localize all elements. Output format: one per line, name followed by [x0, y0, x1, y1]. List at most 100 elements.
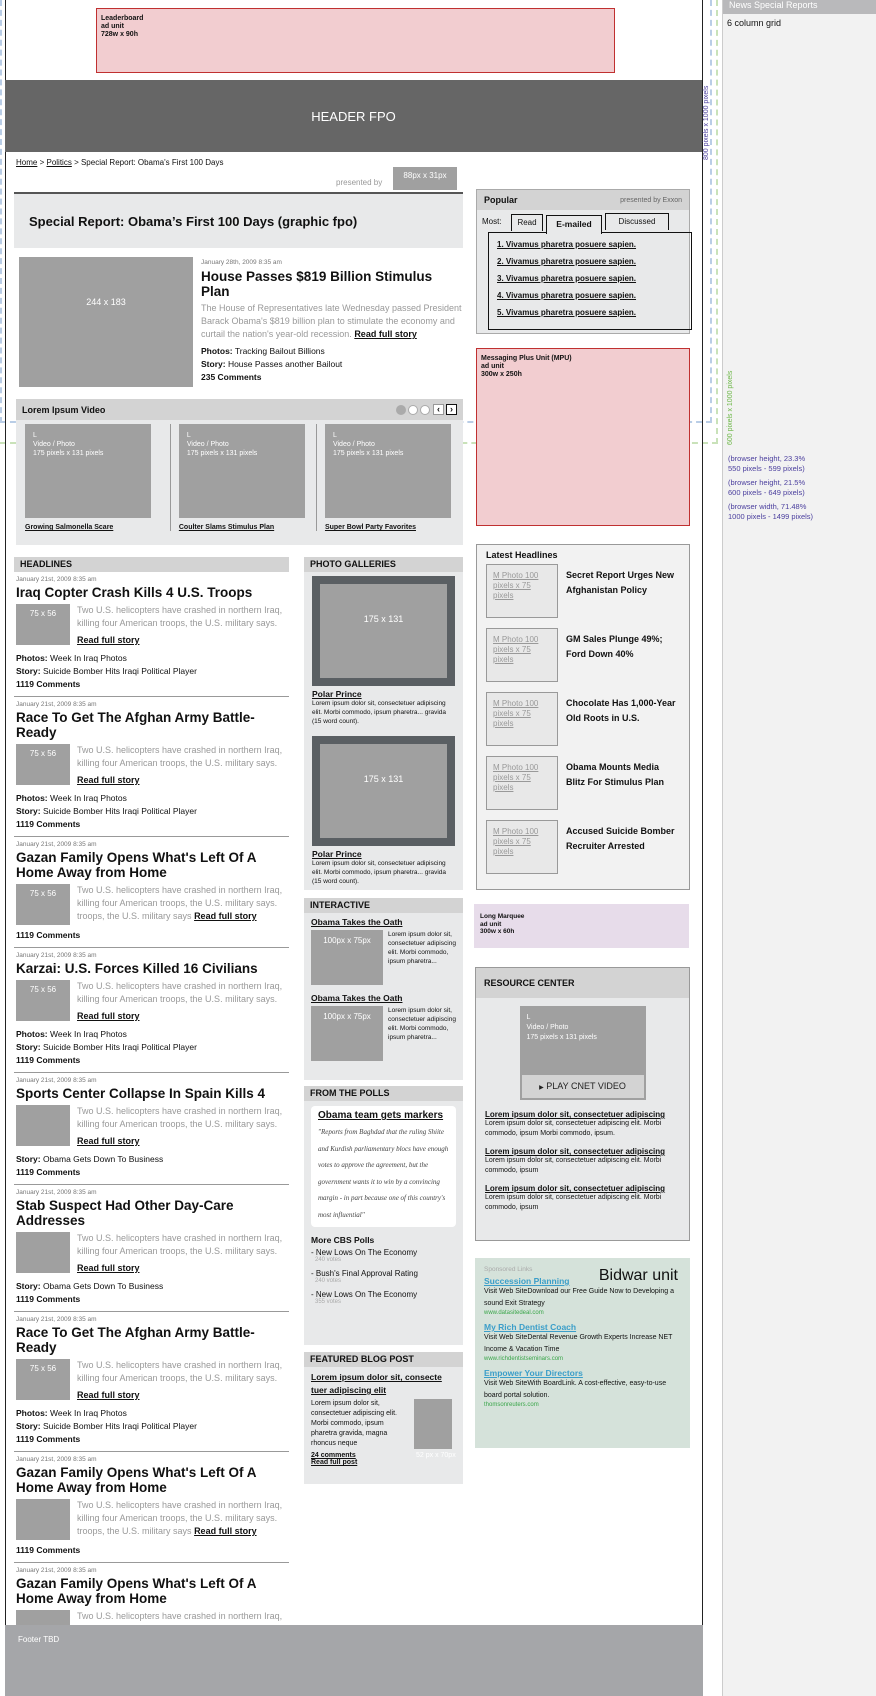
feature-photos-link[interactable]: Tracking Bailout Billions [234, 346, 325, 356]
article-thumb[interactable] [16, 1499, 70, 1540]
video-thumb[interactable]: L Video / Photo 175 pixels x 131 pixels [25, 424, 151, 518]
feature-story-link[interactable]: House Passes another Bailout [227, 359, 343, 369]
breadcrumb-home[interactable]: Home [16, 158, 38, 167]
interactive-image[interactable]: 100px x 75px [311, 1006, 383, 1061]
latest-item[interactable]: M Photo 100 pixels x 75 pixels Obama Mou… [477, 756, 689, 820]
interactive-title[interactable]: Obama Takes the Oath [311, 993, 403, 1003]
article-title[interactable]: Gazan Family Opens What's Left Of A Home… [16, 1576, 256, 1606]
interactive-image[interactable]: 100px x 75px [311, 930, 383, 985]
article-thumb[interactable]: 75 x 56 [16, 884, 70, 925]
feature-image[interactable]: 244 x 183 [19, 257, 193, 387]
article-thumb[interactable]: 75 x 56 [16, 980, 70, 1021]
gallery-image[interactable]: 175 x 131 [312, 736, 455, 846]
popular-item[interactable]: 5. Vivamus pharetra posuere sapien. [497, 308, 637, 317]
blog-image[interactable] [414, 1399, 452, 1449]
sponsored-title[interactable]: Succession Planning [484, 1276, 570, 1286]
feature-read-link[interactable]: Read full story [354, 329, 417, 339]
poll-item[interactable]: - New Lows On The Economy 355 votes [311, 1290, 418, 1305]
story-link[interactable]: Suicide Bomber Hits Iraqi Political Play… [42, 1421, 197, 1431]
video-caption[interactable]: Coulter Slams Stimulus Plan [178, 524, 275, 531]
page-dot-2[interactable] [408, 404, 418, 415]
resource-video[interactable]: L Video / Photo 175 pixels x 131 pixels ▶ … [519, 1006, 646, 1100]
mpu-ad[interactable]: Messaging Plus Unit (MPU) ad unit 300w x 2… [476, 348, 690, 526]
photos-link[interactable]: Week In Iraq Photos [50, 653, 127, 663]
tab-read[interactable]: Read [511, 214, 543, 231]
latest-title[interactable]: Obama Mounts Media Blitz For Stimulus Pl… [566, 762, 665, 787]
article-title[interactable]: Gazan Family Opens What's Left Of A Home… [16, 1465, 256, 1495]
latest-item[interactable]: M Photo 100 pixels x 75 pixels Chocolate… [477, 692, 689, 756]
comments-link[interactable]: 1119 Comments [16, 930, 81, 940]
resource-link[interactable]: Lorem ipsum dolor sit, consectetuer adip… [485, 1110, 666, 1119]
article-title[interactable]: Sports Center Collapse In Spain Kills 4 [16, 1086, 266, 1101]
latest-item[interactable]: M Photo 100 pixels x 75 pixels Secret Re… [477, 564, 689, 628]
latest-title[interactable]: Secret Report Urges New Afghanistan Poli… [566, 570, 675, 595]
video-thumb[interactable]: L Video / Photo 175 pixels x 131 pixels [178, 424, 305, 518]
popular-item[interactable]: 3. Vivamus pharetra posuere sapien. [497, 274, 637, 283]
popular-item[interactable]: 1. Vivamus pharetra posuere sapien. [497, 240, 637, 249]
chevron-left-icon[interactable]: ‹ [433, 404, 444, 415]
article-title[interactable]: Karzai: U.S. Forces Killed 16 Civilians [16, 961, 258, 976]
latest-photo[interactable]: M Photo 100 pixels x 75 pixels [486, 564, 558, 618]
interactive-title[interactable]: Obama Takes the Oath [311, 917, 403, 927]
poll-card-title[interactable]: Obama team gets markers [318, 1110, 444, 1121]
comments-link[interactable]: 1119 Comments [16, 1055, 81, 1065]
story-link[interactable]: Suicide Bomber Hits Iraqi Political Play… [42, 666, 197, 676]
latest-photo[interactable]: M Photo 100 pixels x 75 pixels [486, 756, 558, 810]
gallery-title[interactable]: Polar Prince [312, 689, 362, 699]
chevron-right-icon[interactable]: › [446, 404, 457, 415]
article-thumb[interactable] [16, 1105, 70, 1146]
article-thumb[interactable] [16, 1232, 70, 1273]
latest-photo[interactable]: M Photo 100 pixels x 75 pixels [486, 628, 558, 682]
feature-comments[interactable]: 235 Comments [201, 372, 262, 382]
video-caption[interactable]: Super Bowl Party Favorites [324, 524, 416, 531]
sponsored-title[interactable]: Empower Your Directors [484, 1368, 583, 1378]
story-link[interactable]: Obama Gets Down To Business [42, 1154, 164, 1164]
article-title[interactable]: Iraq Copter Crash Kills 4 U.S. Troops [16, 585, 253, 600]
video-item[interactable]: L Video / Photo 175 pixels x 131 pixels Su… [317, 424, 463, 531]
gallery-image[interactable]: 175 x 131 [312, 576, 455, 686]
latest-item[interactable]: M Photo 100 pixels x 75 pixels GM Sales … [477, 628, 689, 692]
article-title[interactable]: Stab Suspect Had Other Day-Care Addresse… [16, 1198, 234, 1228]
video-item[interactable]: L Video / Photo 175 pixels x 131 pixels Co… [171, 424, 317, 531]
read-full-story-link[interactable]: Read full story [77, 1390, 140, 1400]
blog-post-title[interactable]: Lorem ipsum dolor sit, consecte tuer adi… [311, 1372, 442, 1395]
photos-link[interactable]: Week In Iraq Photos [50, 1029, 127, 1039]
article-title[interactable]: Gazan Family Opens What's Left Of A Home… [16, 850, 256, 880]
story-link[interactable]: Obama Gets Down To Business [42, 1281, 164, 1291]
comments-link[interactable]: 1119 Comments [16, 1545, 81, 1555]
comments-link[interactable]: 1119 Comments [16, 1294, 81, 1304]
gallery-title[interactable]: Polar Prince [312, 849, 362, 859]
story-link[interactable]: Suicide Bomber Hits Iraqi Political Play… [42, 1042, 197, 1052]
play-video-button[interactable]: ▶ PLAY CNET VIDEO [521, 1075, 644, 1098]
leaderboard-ad[interactable]: Leaderboard ad unit 728w x 90h [96, 8, 615, 73]
read-full-story-link[interactable]: Read full story [77, 635, 140, 645]
resource-link[interactable]: Lorem ipsum dolor sit, consectetuer adip… [485, 1184, 666, 1193]
poll-item[interactable]: - New Lows On The Economy 240 votes [311, 1248, 418, 1263]
blog-read-link[interactable]: Read full post [311, 1459, 358, 1466]
page-dot-3[interactable] [420, 404, 430, 415]
page-dot-1[interactable] [396, 404, 406, 415]
popular-item[interactable]: 2. Vivamus pharetra posuere sapien. [497, 257, 637, 266]
read-full-story-link[interactable]: Read full story [77, 775, 140, 785]
popular-item[interactable]: 4. Vivamus pharetra posuere sapien. [497, 291, 637, 300]
latest-photo[interactable]: M Photo 100 pixels x 75 pixels [486, 692, 558, 746]
video-thumb[interactable]: L Video / Photo 175 pixels x 131 pixels [324, 424, 451, 518]
tab-discussed[interactable]: Discussed [605, 213, 669, 230]
photos-link[interactable]: Week In Iraq Photos [50, 1408, 127, 1418]
video-item[interactable]: L Video / Photo 175 pixels x 131 pixels Gr… [25, 424, 171, 531]
video-caption[interactable]: Growing Salmonella Scare [25, 524, 114, 531]
poll-item[interactable]: - Bush's Final Approval Rating 240 votes [311, 1269, 418, 1284]
feature-title[interactable]: House Passes $819 Billion Stimulus Plan [201, 269, 433, 299]
sponsor-logo[interactable]: 88px x 31px [393, 167, 457, 190]
latest-title[interactable]: Accused Suicide Bomber Recruiter Arreste… [566, 826, 675, 851]
read-full-story-link[interactable]: Read full story [194, 911, 257, 921]
read-full-story-link[interactable]: Read full story [77, 1011, 140, 1021]
comments-link[interactable]: 1119 Comments [16, 1434, 81, 1444]
photos-link[interactable]: Week In Iraq Photos [50, 793, 127, 803]
article-title[interactable]: Race To Get The Afghan Army Battle-Ready [16, 1325, 255, 1355]
latest-title[interactable]: GM Sales Plunge 49%; Ford Down 40% [566, 634, 663, 659]
story-link[interactable]: Suicide Bomber Hits Iraqi Political Play… [42, 806, 197, 816]
comments-link[interactable]: 1119 Comments [16, 819, 81, 829]
latest-photo[interactable]: M Photo 100 pixels x 75 pixels [486, 820, 558, 874]
article-title[interactable]: Race To Get The Afghan Army Battle-Ready [16, 710, 255, 740]
